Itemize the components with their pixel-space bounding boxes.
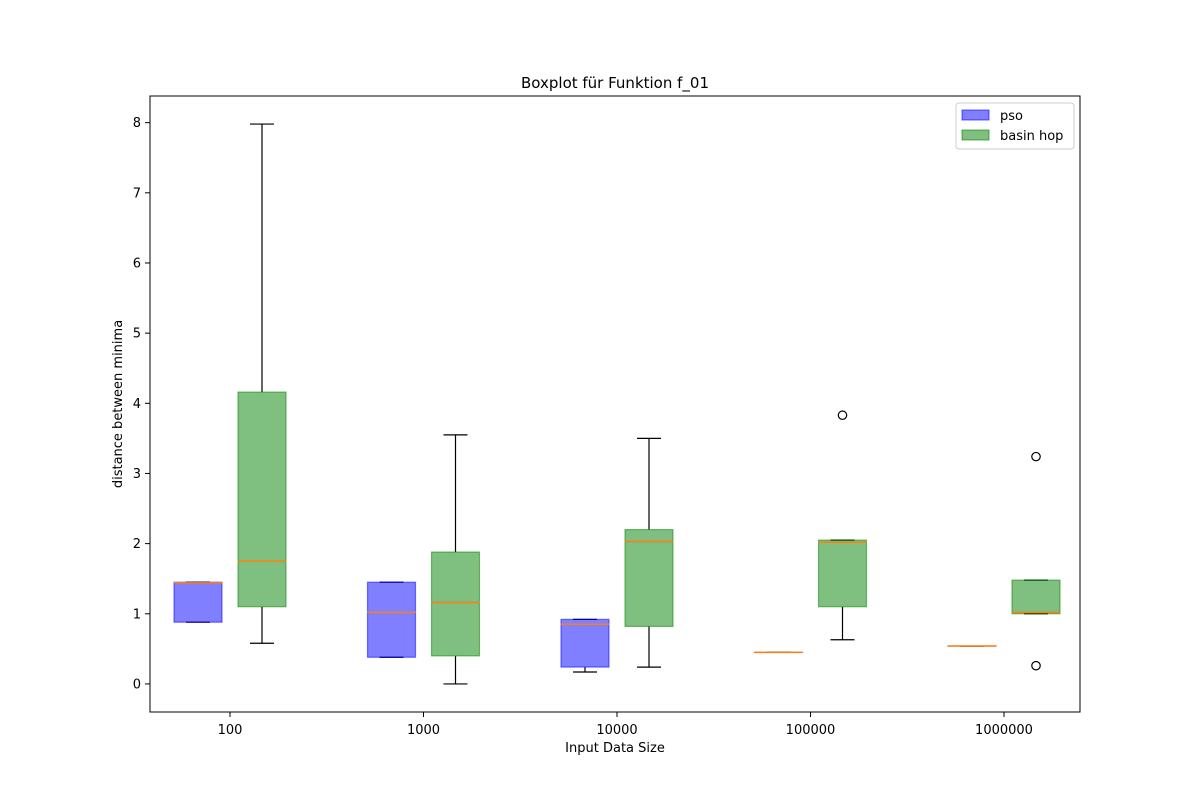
y-tick-label: 1 — [133, 607, 141, 622]
y-tick-label: 6 — [133, 256, 141, 271]
box-basin-hop — [430, 551, 481, 657]
x-tick-label: 100 — [218, 723, 243, 738]
box-pso — [366, 581, 417, 658]
x-axis-label: Input Data Size — [565, 741, 665, 756]
box-basin-hop — [624, 528, 674, 628]
outlier-point — [837, 410, 848, 421]
box-basin-hop — [237, 391, 287, 608]
y-tick-label: 8 — [133, 116, 141, 131]
x-tick-label: 1000 — [407, 723, 440, 738]
y-tick-label: 3 — [133, 467, 141, 482]
x-tick-label: 1000000 — [975, 723, 1033, 738]
outlier-point — [1031, 660, 1041, 671]
box-pso — [560, 618, 610, 668]
axes: 0 1 2 3 4 5 6 7 8 100 1000 10000 100000 1000000 — [133, 95, 1081, 738]
y-tick-label: 0 — [133, 677, 141, 692]
axes-frame — [149, 95, 1081, 713]
legend: pso basin hop — [955, 102, 1075, 150]
y-tick-label: 5 — [133, 327, 141, 342]
legend-swatch — [961, 129, 990, 141]
y-tick-label: 2 — [133, 537, 141, 552]
plot-area — [173, 123, 1061, 685]
legend-swatch — [961, 109, 990, 121]
x-tick-label: 10000 — [596, 723, 637, 738]
legend-label: basin hop — [1000, 129, 1063, 144]
y-tick-label: 7 — [133, 186, 141, 201]
outlier-point — [1031, 451, 1041, 462]
x-tick-label: 100000 — [786, 723, 836, 738]
chart-title: Boxplot für Funktion f_01 — [521, 74, 709, 93]
box-basin-hop — [817, 539, 868, 608]
legend-label: pso — [1000, 109, 1023, 124]
box-basin-hop — [1011, 579, 1061, 615]
y-axis-label: distance between minima — [111, 320, 126, 488]
y-tick-label: 4 — [133, 397, 141, 412]
box-pso — [173, 581, 223, 623]
